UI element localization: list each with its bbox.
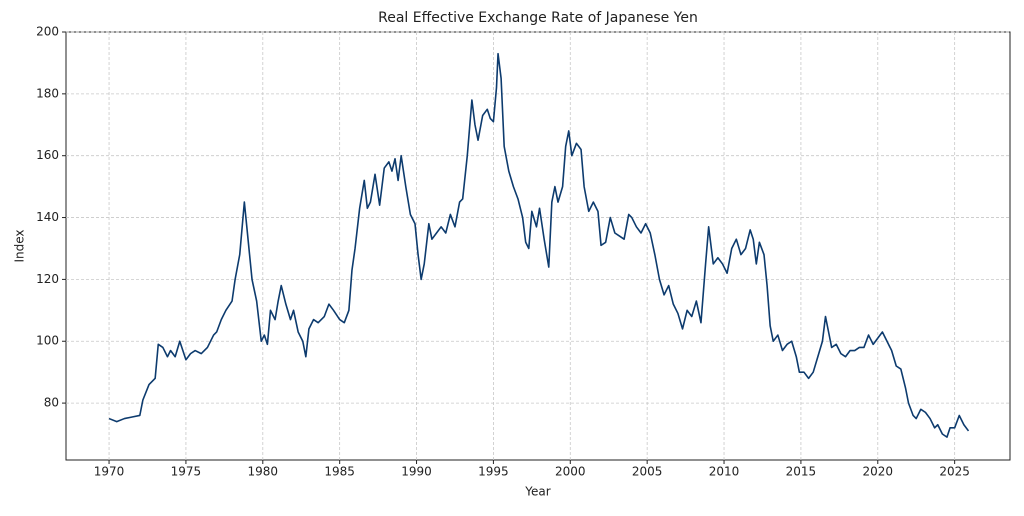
y-axis-label: Index (13, 229, 27, 262)
plot-frame (65, 31, 1011, 461)
y-tick-label: 140 (36, 210, 59, 224)
x-tick-label: 2005 (632, 465, 663, 479)
x-tick-label: 2025 (939, 465, 970, 479)
x-tick-label: 1995 (478, 465, 509, 479)
y-tick-label: 200 (36, 25, 59, 39)
y-tick-label: 160 (36, 148, 59, 162)
y-tick-label: 100 (36, 334, 59, 348)
x-tick-label: 2015 (786, 465, 817, 479)
x-tick-label: 2020 (863, 465, 894, 479)
chart-title: Real Effective Exchange Rate of Japanese… (378, 10, 698, 26)
y-tick-label: 120 (36, 272, 59, 286)
x-tick-label: 2010 (709, 465, 740, 479)
x-tick-label: 1990 (401, 465, 432, 479)
y-tick-label: 180 (36, 86, 59, 100)
series-line (108, 52, 970, 438)
x-tick-label: 2000 (555, 465, 586, 479)
x-tick-label: 1980 (248, 465, 279, 479)
x-tick-label: 1985 (324, 465, 355, 479)
y-tick-label: 80 (44, 396, 59, 410)
x-tick-label: 1975 (171, 465, 202, 479)
x-axis-label: Year (524, 485, 550, 499)
x-tick-label: 1970 (94, 465, 125, 479)
